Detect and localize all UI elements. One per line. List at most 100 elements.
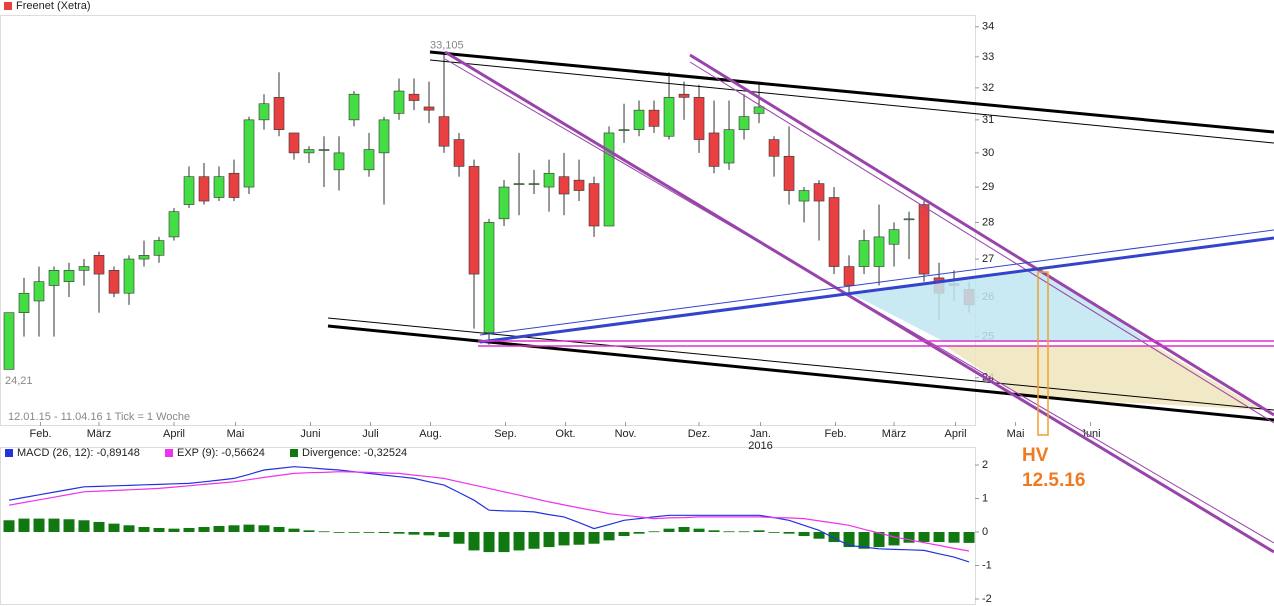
candle-body (63, 270, 75, 282)
candle-body (513, 183, 525, 185)
divergence-bar (798, 532, 810, 537)
candle-body (213, 176, 225, 198)
trend-line (327, 317, 1274, 411)
candle-body (198, 176, 210, 202)
divergence-bar (288, 528, 300, 532)
divergence-bar (213, 525, 225, 532)
candle-body (3, 312, 15, 370)
x-tick-label: März (882, 428, 906, 440)
candle-body (633, 109, 645, 130)
divergence-bar (783, 532, 795, 534)
divergence-bar (588, 532, 600, 544)
x-tick-label: Sep. (494, 428, 517, 440)
indicator-line (8, 466, 970, 563)
x-tick-label: Juni (300, 428, 320, 440)
candle-body (858, 240, 870, 267)
candle-body (813, 183, 825, 202)
divergence-bar (708, 530, 720, 532)
divergence-bar (303, 530, 315, 532)
y-tick-label: 31 (982, 114, 994, 126)
candle-body (663, 97, 675, 137)
x-tick-label: Mai (1007, 428, 1025, 440)
legend-swatch (290, 449, 298, 457)
y-tick-label: 30 (982, 147, 994, 159)
candle-body (873, 236, 885, 267)
divergence-bar (903, 532, 915, 543)
legend-label: Freenet (Xetra) (16, 0, 91, 12)
candle-body (258, 103, 270, 121)
divergence-bar (573, 532, 585, 545)
candle-body (168, 211, 180, 238)
legend-swatch (5, 449, 13, 457)
channel-line (444, 58, 1274, 544)
candle-body (153, 240, 165, 256)
trend-drawings (327, 50, 1274, 554)
subtitle: 12.01.15 - 11.04.16 1 Tick = 1 Woche (8, 411, 190, 423)
y-tick-label: 0 (982, 526, 988, 538)
candle-body (318, 149, 330, 151)
channel-line (689, 53, 1274, 417)
channel-line (444, 50, 1274, 554)
x-tick-label: Nov. (615, 428, 637, 440)
x-tick-label: April (945, 428, 967, 440)
divergence-bar (363, 532, 375, 533)
divergence-bar (648, 531, 660, 533)
candle-body (183, 176, 195, 205)
candle-body (108, 270, 120, 294)
candle-body (588, 183, 600, 227)
annotation: HV (1022, 445, 1049, 466)
x-tick-label: Okt. (555, 428, 575, 440)
divergence-bar (603, 532, 615, 541)
divergence-bar (933, 532, 945, 543)
y-tick-label: -2 (982, 593, 992, 605)
y-tick-label: -1 (982, 559, 992, 571)
divergence-bar (963, 532, 975, 543)
candle-body (648, 109, 660, 127)
y-tick-label: 34 (982, 21, 994, 33)
x-tick-label: Feb. (825, 428, 847, 440)
candle-body (78, 266, 90, 271)
divergence-bar (423, 532, 435, 536)
divergence-bar (123, 525, 135, 532)
candle-body (558, 176, 570, 195)
divergence-bar (78, 520, 90, 532)
candle-body (783, 155, 795, 191)
divergence-bar (738, 531, 750, 533)
divergence-bar (633, 532, 645, 534)
candle-body (468, 166, 480, 275)
candle-body (903, 218, 915, 221)
divergence-bar (753, 530, 765, 532)
candle-body (423, 106, 435, 111)
divergence-bar (153, 527, 165, 532)
indicator-line (8, 471, 970, 552)
candle-body (768, 139, 780, 157)
candle-body (498, 186, 510, 220)
divergence-bar (813, 532, 825, 539)
annotation: 12.5.16 (1022, 470, 1085, 491)
divergence-bar (618, 532, 630, 537)
divergence-bar (723, 531, 735, 533)
candle-body (723, 129, 735, 164)
divergence-bar (543, 532, 555, 548)
candle-body (573, 179, 585, 191)
candle-body (693, 97, 705, 140)
macd-panel (0, 447, 976, 605)
candle-body (348, 93, 360, 121)
candle-body (273, 97, 285, 130)
divergence-bar (228, 525, 240, 532)
candle-body (18, 292, 30, 314)
divergence-bar (768, 532, 780, 533)
candle-body (408, 93, 420, 101)
divergence-bar (18, 518, 30, 532)
x-tick-label: Aug. (419, 428, 442, 440)
candle-body (453, 139, 465, 167)
divergence-bar (63, 519, 75, 532)
candle-body (288, 132, 300, 154)
candle-body (243, 119, 255, 188)
divergence-bar (408, 532, 420, 535)
candle-body (828, 197, 840, 267)
divergence-bar (333, 532, 345, 533)
divergence-bar (393, 532, 405, 534)
candle-body (483, 222, 495, 333)
